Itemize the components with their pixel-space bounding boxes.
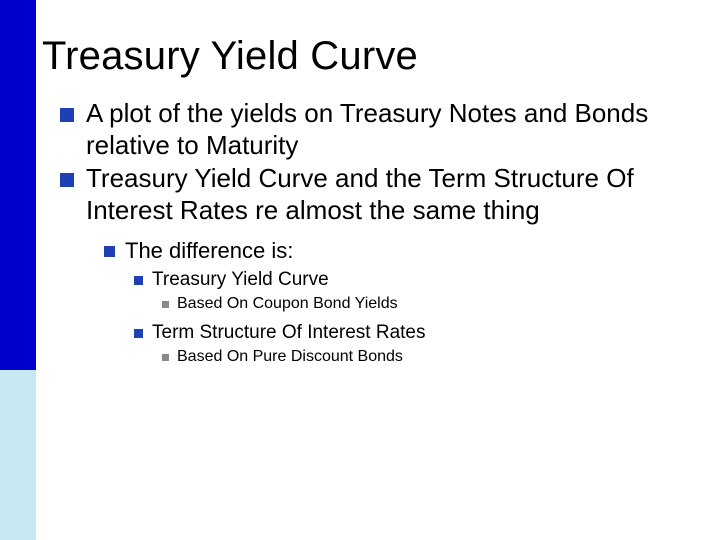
square-bullet-icon bbox=[60, 173, 74, 187]
sublist: Based On Coupon Bond Yields bbox=[162, 294, 700, 315]
square-bullet-icon bbox=[60, 108, 74, 122]
bullet-text: The difference is: bbox=[125, 237, 293, 265]
square-bullet-icon bbox=[104, 246, 115, 257]
sublist: Treasury Yield Curve Based On Coupon Bon… bbox=[134, 268, 700, 367]
sublist: Based On Pure Discount Bonds bbox=[162, 347, 700, 368]
list-item: Treasury Yield Curve and the Term Struct… bbox=[60, 163, 700, 226]
sidebar-accent-top bbox=[0, 0, 36, 370]
slide-body: A plot of the yields on Treasury Notes a… bbox=[60, 98, 700, 373]
square-bullet-icon bbox=[162, 354, 169, 361]
square-bullet-icon bbox=[162, 301, 169, 308]
square-bullet-icon bbox=[134, 276, 143, 285]
bullet-text: Treasury Yield Curve bbox=[152, 268, 329, 292]
list-item: A plot of the yields on Treasury Notes a… bbox=[60, 98, 700, 161]
slide-title: Treasury Yield Curve bbox=[42, 34, 418, 79]
sidebar-accent-bottom bbox=[0, 370, 36, 540]
list-item: Treasury Yield Curve bbox=[134, 268, 700, 292]
slide: Treasury Yield Curve A plot of the yield… bbox=[0, 0, 720, 540]
bullet-text: Treasury Yield Curve and the Term Struct… bbox=[86, 163, 700, 226]
bullet-text: Term Structure Of Interest Rates bbox=[152, 321, 425, 345]
list-item: The difference is: bbox=[104, 237, 700, 265]
list-item: Term Structure Of Interest Rates bbox=[134, 321, 700, 345]
bullet-text: A plot of the yields on Treasury Notes a… bbox=[86, 98, 700, 161]
square-bullet-icon bbox=[134, 329, 143, 338]
list-item: Based On Coupon Bond Yields bbox=[162, 294, 700, 315]
list-item: Based On Pure Discount Bonds bbox=[162, 347, 700, 368]
sublist: The difference is: Treasury Yield Curve … bbox=[104, 237, 700, 368]
bullet-text: Based On Pure Discount Bonds bbox=[177, 347, 403, 368]
bullet-text: Based On Coupon Bond Yields bbox=[177, 294, 398, 315]
